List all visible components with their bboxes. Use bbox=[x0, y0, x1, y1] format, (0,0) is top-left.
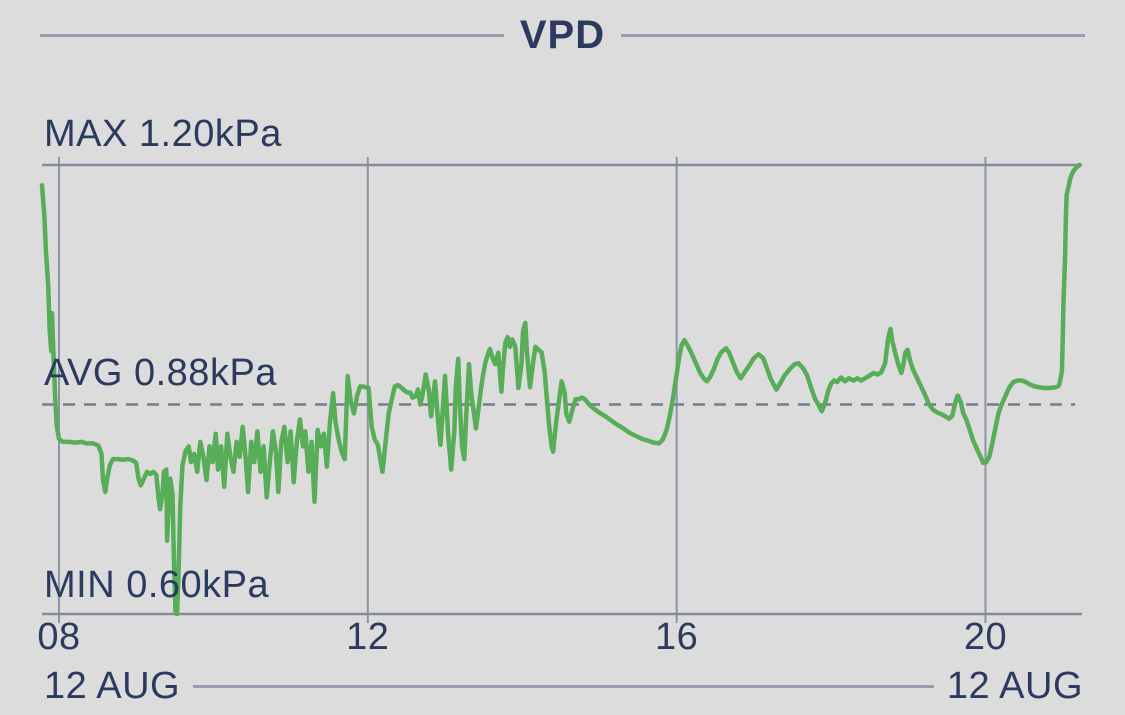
x-tick-label-08: 08 bbox=[37, 616, 81, 658]
date-left-label: 12 AUG bbox=[44, 665, 181, 707]
avg-value-label: AVG 0.88kPa bbox=[44, 352, 277, 394]
title-rule-left bbox=[40, 33, 504, 37]
title-rule-right bbox=[621, 33, 1085, 37]
date-footer: 12 AUG 12 AUG bbox=[44, 664, 1083, 708]
vpd-series-line bbox=[39, 162, 1082, 617]
chart-header: VPD bbox=[40, 13, 1085, 57]
date-rule bbox=[193, 684, 934, 688]
date-right-label: 12 AUG bbox=[946, 665, 1083, 707]
x-tick-label-20: 20 bbox=[963, 616, 1008, 658]
max-value-label: MAX 1.20kPa bbox=[44, 113, 282, 155]
page-title: VPD bbox=[519, 12, 606, 57]
x-tick-label-16: 16 bbox=[655, 616, 699, 658]
x-tick-label-12: 12 bbox=[346, 616, 390, 658]
min-value-label: MIN 0.60kPa bbox=[44, 564, 270, 606]
